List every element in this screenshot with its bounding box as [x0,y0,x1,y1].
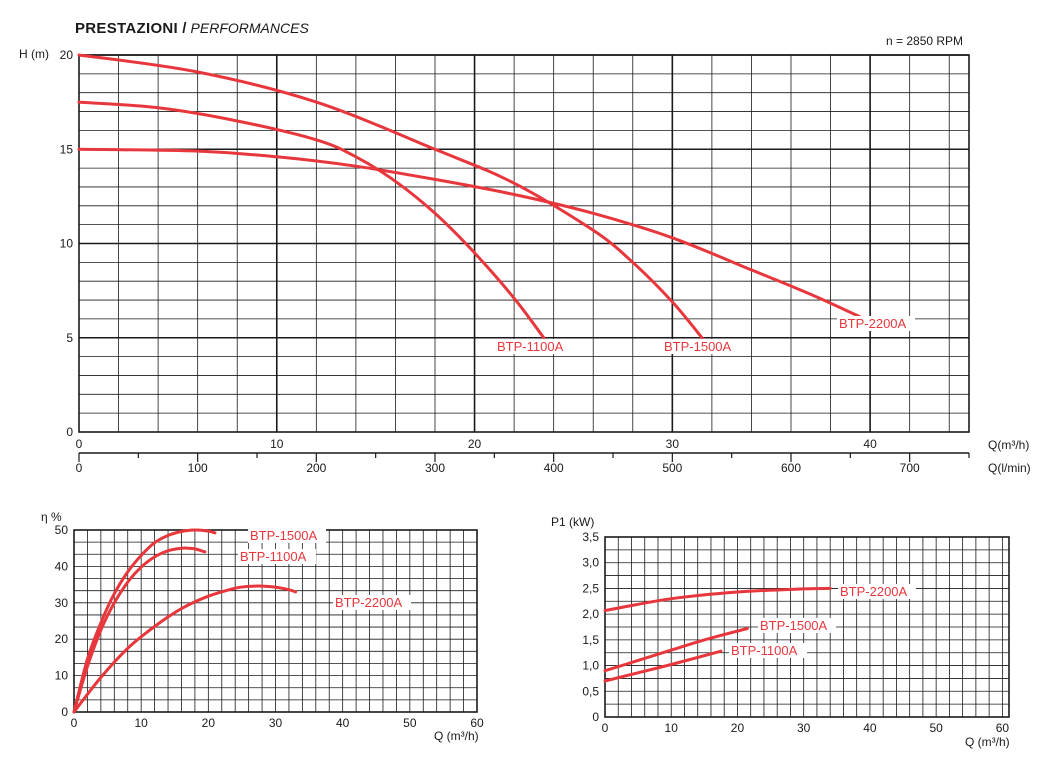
curve-btp-1500a [72,528,217,714]
curve-btp-1500a [603,627,749,673]
x-tick-label: 20 [731,721,745,735]
x-tick-label: 0 [71,716,78,730]
series-label-bg [729,643,807,658]
series-label: BTP-1100A [240,549,307,564]
x2-tick-label: 300 [425,461,445,475]
x-tick-label: 0 [602,721,609,735]
series-label: BTP-1500A [250,528,318,543]
series-label-bg [333,595,411,610]
y-tick-label: 40 [55,559,69,573]
plot-frame [78,54,970,433]
x2-axis-title: Q(l/min) [988,461,1031,475]
x-tick-label: 30 [797,721,811,735]
speed-label: n = 2850 RPM [886,34,964,48]
x2-tick-label: 400 [544,461,564,475]
y-tick-label: 2,5 [582,581,599,595]
plot-frame [604,536,1010,718]
y-tick-label: 20 [55,632,69,646]
y-tick-label: 15 [60,142,74,156]
y-tick-label: 30 [55,596,69,610]
x-tick-label: 40 [336,716,350,730]
y-tick-label: 0 [66,425,73,439]
series-label-bg [248,528,326,543]
x-tick-label: 30 [666,437,680,451]
x2-tick-label: 100 [188,461,208,475]
chart-efficiency [72,528,478,714]
title-separator: / [178,20,191,37]
x-tick-label: 40 [863,437,877,451]
y-axis-title: P1 (kW) [551,515,594,529]
y-tick-label: 0,5 [582,684,599,698]
x-tick-label: 10 [270,437,284,451]
series-label: BTP-1100A [497,339,564,354]
series-label-bg [837,316,915,331]
series-label: BTP-2200A [839,316,907,331]
chart-power [603,536,1010,718]
x-axis-title: Q (m³/h) [434,729,479,743]
series-label-bg [238,549,316,564]
chart-head [77,53,970,462]
series-label: BTP-1500A [760,618,828,633]
y-tick-label: 10 [60,237,74,251]
series-label-bg [495,339,573,354]
x-tick-label: 30 [269,716,283,730]
title-italic: PERFORMANCES [190,20,309,36]
x-axis-title: Q (m³/h) [965,735,1010,749]
series-label: BTP-2200A [335,595,403,610]
curve-btp-1100a [72,546,207,714]
x-tick-label: 0 [76,437,83,451]
x-tick-label: 50 [929,721,943,735]
x2-tick-label: 0 [76,461,83,475]
x2-tick-label: 200 [306,461,326,475]
curve-btp-1100a [77,100,546,340]
x2-tick-label: 700 [900,461,920,475]
y-tick-label: 1,5 [582,633,599,647]
x-axis-title: Q(m³/h) [988,438,1029,452]
y-tick-label: 5 [66,331,73,345]
title-main: PRESTAZIONI [75,20,179,37]
series-label-bg [838,584,916,599]
y-tick-label: 2,0 [582,607,599,621]
curve-btp-1100a [603,649,723,683]
curve-btp-2200a [77,147,862,319]
curve-btp-2200a [72,584,298,714]
x-tick-label: 20 [468,437,482,451]
y-tick-label: 20 [60,48,74,62]
page-title: PRESTAZIONI / PERFORMANCES [75,20,309,37]
x-tick-label: 60 [470,716,484,730]
curve-btp-1500a [77,53,704,340]
series-label-bg [662,339,740,354]
series-label: BTP-2200A [840,584,908,599]
curve-btp-2200a [603,586,832,612]
y-axis-title: η % [41,510,62,524]
series-label: BTP-1100A [731,643,798,658]
x-tick-label: 10 [665,721,679,735]
y-tick-label: 1,0 [582,659,599,673]
y-tick-label: 3,5 [582,530,599,544]
y-tick-label: 50 [55,523,69,537]
x-tick-label: 40 [863,721,877,735]
series-label: BTP-1500A [664,339,732,354]
x-tick-label: 10 [134,716,148,730]
y-tick-label: 10 [55,669,69,683]
y-tick-label: 0 [592,710,599,724]
y-axis-title: H (m) [19,47,49,61]
x-tick-label: 20 [202,716,216,730]
x2-tick-label: 600 [781,461,801,475]
series-label-bg [758,618,836,633]
y-tick-label: 0 [61,705,68,719]
y-tick-label: 3,0 [582,556,599,570]
x2-tick-label: 500 [662,461,682,475]
x-tick-label: 50 [403,716,417,730]
x-tick-label: 60 [996,721,1010,735]
